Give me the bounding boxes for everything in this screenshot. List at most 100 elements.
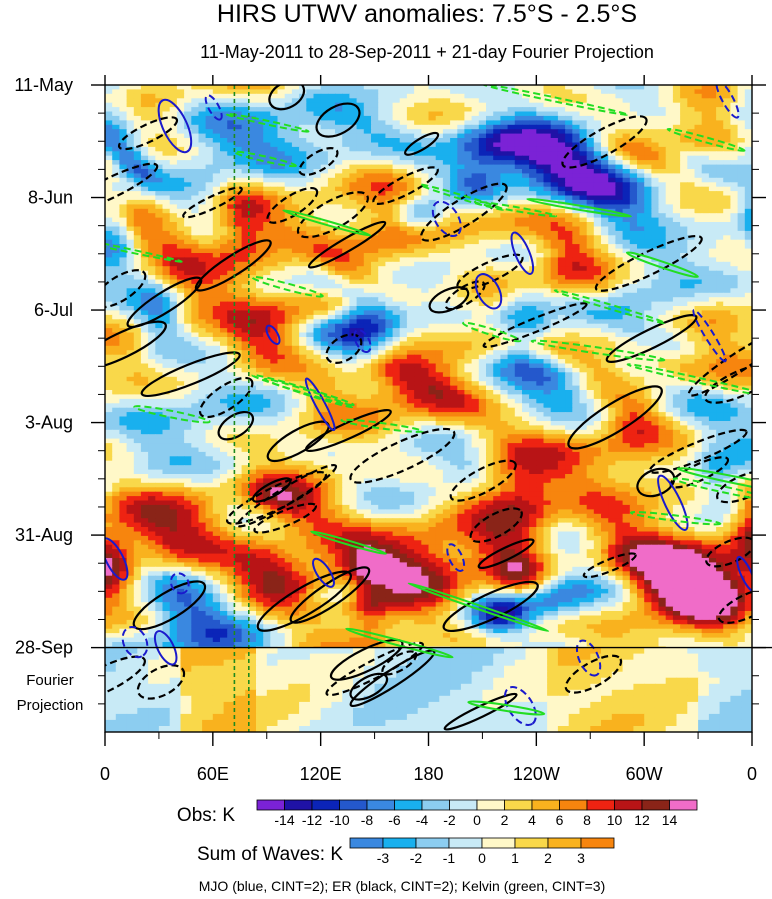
obs-field-cell — [306, 244, 315, 250]
obs-field-cell — [644, 124, 652, 130]
obs-field-cell — [248, 89, 257, 95]
obs-field-cell — [701, 275, 710, 281]
obs-field-cell — [557, 310, 566, 316]
obs-field-cell — [522, 275, 530, 281]
obs-field-cell — [637, 306, 645, 311]
obs-field-cell — [543, 292, 552, 298]
obs-field-cell — [133, 204, 142, 210]
obs-field-cell — [486, 93, 494, 99]
obs-field-cell — [486, 120, 494, 126]
obs-field-cell — [212, 239, 221, 245]
obs-field-cell — [248, 186, 257, 192]
obs-field-cell — [457, 323, 466, 329]
obs-field-cell — [392, 283, 401, 289]
obs-field-cell — [550, 301, 559, 307]
obs-field-cell — [450, 142, 458, 148]
obs-field-cell — [514, 244, 523, 250]
obs-field-cell — [220, 115, 228, 121]
obs-field-cell — [579, 314, 588, 320]
obs-field-cell — [586, 323, 595, 329]
obs-field-cell — [299, 142, 307, 148]
obs-field-cell — [687, 111, 696, 117]
obs-field-cell — [651, 102, 660, 108]
obs-field-cell — [105, 253, 113, 258]
obs-field-cell — [406, 306, 415, 311]
obs-field-cell — [708, 279, 717, 285]
obs-field-cell — [593, 129, 602, 135]
obs-field-cell — [615, 199, 624, 205]
obs-field-cell — [191, 151, 200, 157]
obs-field-cell — [227, 266, 235, 272]
obs-field-cell — [371, 151, 379, 157]
obs-field-cell — [299, 283, 307, 289]
obs-field-cell — [464, 93, 473, 99]
obs-field-cell — [428, 107, 437, 113]
obs-field-cell — [622, 102, 631, 108]
obs-field-cell — [637, 222, 645, 227]
obs-field-cell — [270, 164, 279, 170]
obs-field-cell — [716, 102, 724, 108]
obs-field-cell — [126, 319, 135, 325]
obs-field-cell — [658, 111, 667, 117]
obs-field-cell — [586, 306, 595, 311]
obs-field-cell — [507, 102, 516, 108]
obs-field-cell — [184, 314, 192, 320]
obs-field-cell — [220, 85, 228, 90]
obs-field-cell — [119, 261, 128, 267]
obs-field-cell — [522, 217, 530, 223]
obs-field-cell — [140, 191, 149, 197]
obs-field-cell — [270, 319, 279, 325]
obs-field-cell — [133, 195, 142, 201]
obs-field-cell — [119, 235, 128, 241]
obs-field-cell — [593, 195, 602, 201]
obs-field-cell — [471, 155, 480, 161]
obs-field-cell — [270, 244, 279, 250]
obs-field-cell — [155, 235, 164, 241]
obs-field-cell — [723, 222, 731, 227]
obs-field-cell — [716, 177, 724, 183]
obs-field-cell — [313, 85, 322, 90]
obs-field-cell — [601, 292, 609, 298]
obs-field-cell — [414, 222, 422, 227]
obs-field-cell — [629, 142, 638, 148]
obs-field-cell — [471, 115, 480, 121]
obs-field-cell — [651, 146, 660, 152]
obs-field-cell — [500, 191, 509, 197]
obs-field-cell — [507, 164, 516, 170]
obs-field-cell — [701, 204, 710, 210]
obs-field-cell — [327, 306, 336, 311]
obs-field-cell — [342, 115, 350, 121]
obs-field-cell — [658, 204, 667, 210]
obs-field-cell — [687, 146, 696, 152]
obs-field-cell — [557, 226, 566, 232]
obs-field-cell — [608, 306, 616, 311]
obs-field-cell — [421, 213, 430, 219]
obs-field-cell — [176, 253, 185, 258]
obs-field-cell — [356, 217, 365, 223]
obs-field-cell — [442, 186, 451, 192]
obs-field-cell — [637, 204, 645, 210]
obs-field-cell — [392, 182, 401, 188]
obs-field-cell — [291, 164, 300, 170]
obs-field-cell — [191, 129, 200, 135]
obs-field-cell — [399, 248, 408, 254]
obs-field-cell — [471, 120, 480, 126]
obs-field-cell — [450, 182, 458, 188]
obs-field-cell — [543, 314, 552, 320]
obs-field-cell — [256, 328, 264, 334]
obs-field-cell — [457, 124, 466, 130]
obs-field-cell — [550, 275, 559, 281]
obs-field-cell — [169, 275, 178, 281]
obs-field-cell — [687, 301, 696, 307]
obs-field-cell — [227, 270, 235, 276]
obs-field-cell — [529, 98, 537, 104]
obs-field-cell — [421, 186, 430, 192]
obs-field-cell — [694, 195, 703, 201]
obs-field-cell — [421, 319, 430, 325]
obs-field-cell — [313, 239, 322, 245]
obs-field-cell — [464, 283, 473, 289]
obs-field-cell — [428, 151, 437, 157]
obs-field-cell — [665, 288, 674, 294]
obs-field-cell — [514, 107, 523, 113]
obs-field-cell — [536, 111, 545, 117]
